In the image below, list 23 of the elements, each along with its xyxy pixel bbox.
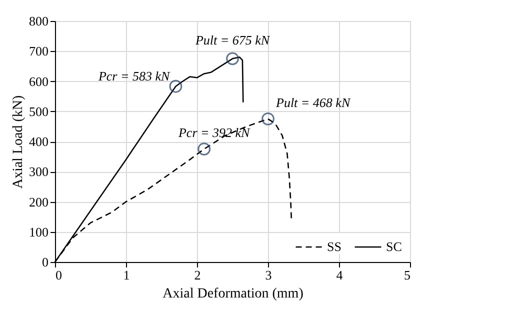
- annotation: Pcr = 392 kN: [177, 125, 252, 140]
- annotation: Pcr = 583 kN: [97, 68, 172, 84]
- x-axis-title: Axial Deformation (mm): [162, 286, 304, 302]
- x-tick-label: 0: [56, 268, 62, 282]
- x-tick-label: 5: [404, 268, 410, 282]
- x-tick-label: 4: [336, 268, 344, 282]
- y-tick-label: 300: [29, 164, 48, 180]
- y-tick-label: 100: [29, 224, 48, 240]
- annotation: Pult = 675 kN: [194, 32, 271, 48]
- annotation: Pult = 468 kN: [275, 94, 352, 110]
- y-axis-title: Axial Load (kN): [11, 95, 26, 189]
- y-tick-label: 200: [29, 194, 48, 210]
- legend-label: SS: [327, 239, 342, 254]
- x-tick-label: 3: [265, 268, 272, 282]
- y-tick-label: 600: [29, 74, 48, 89]
- y-tick-label: 500: [29, 104, 48, 119]
- x-tick-label: 2: [194, 268, 201, 282]
- legend-label: SC: [386, 239, 402, 254]
- y-tick-label: 700: [29, 44, 48, 59]
- y-tick-label: 0: [42, 254, 48, 270]
- y-tick-label: 400: [29, 134, 48, 149]
- x-tick-label: 1: [123, 268, 130, 282]
- y-tick-label: 800: [29, 14, 48, 28]
